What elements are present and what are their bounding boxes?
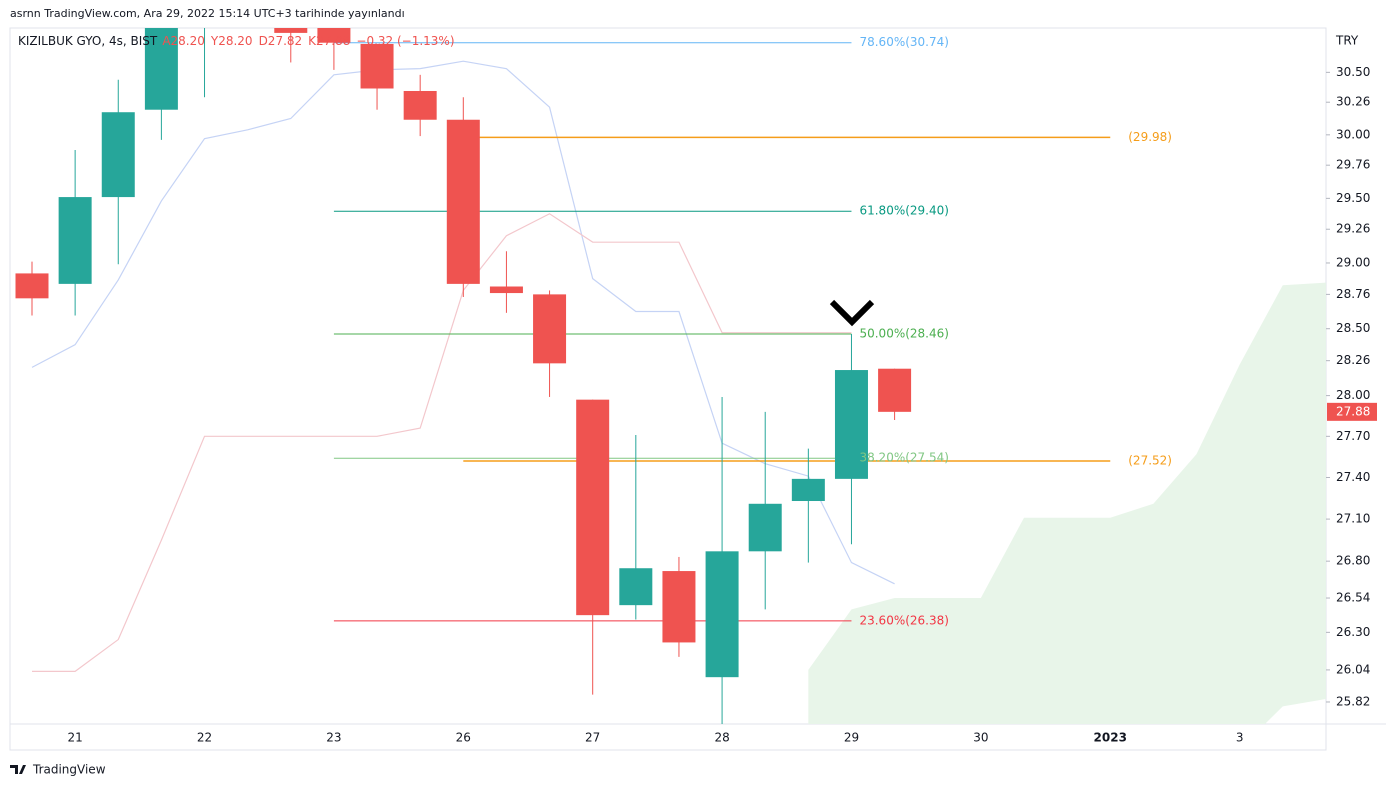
candle-body bbox=[705, 551, 739, 678]
indicator-line bbox=[32, 213, 852, 672]
legend-value: −0.32 (−1.13%) bbox=[356, 34, 454, 48]
plot-area bbox=[15, 28, 1326, 724]
y-tick-label: 26.80 bbox=[1336, 554, 1370, 568]
footer-text: TradingView bbox=[32, 763, 106, 777]
candle-body bbox=[274, 28, 308, 33]
y-tick-label: 25.82 bbox=[1336, 694, 1370, 708]
price-line-label: (29.98) bbox=[1128, 130, 1172, 144]
x-tick-label: 27 bbox=[585, 731, 600, 745]
y-tick-label: 29.76 bbox=[1336, 158, 1370, 172]
candle-body bbox=[533, 294, 567, 364]
y-tick-label: 26.04 bbox=[1336, 662, 1370, 676]
legend-value: Y28.20 bbox=[210, 34, 253, 48]
candle-body bbox=[446, 119, 480, 284]
candle-body bbox=[360, 43, 394, 89]
chevron-marker bbox=[829, 299, 875, 327]
y-tick-label: 30.26 bbox=[1336, 95, 1370, 109]
currency: TRY bbox=[1335, 34, 1359, 48]
overlay: KIZILBUK GYO, 4s, BIST A28.20 Y28.20 D27.82… bbox=[18, 34, 1172, 628]
candle-body bbox=[791, 478, 825, 502]
candle-body bbox=[576, 399, 610, 616]
x-tick-label: 3 bbox=[1236, 731, 1244, 745]
legend-value: A28.20 bbox=[162, 34, 205, 48]
y-tick-label: 27.40 bbox=[1336, 470, 1370, 484]
candle-body bbox=[144, 28, 178, 110]
legend-symbol: KIZILBUK GYO, 4s, BIST bbox=[18, 34, 158, 48]
x-tick-label: 2023 bbox=[1094, 731, 1127, 745]
y-tick-label: 28.76 bbox=[1336, 287, 1370, 301]
y-tick-label: 29.00 bbox=[1336, 255, 1370, 269]
y-tick-label: 27.10 bbox=[1336, 512, 1370, 526]
y-tick-label: 26.54 bbox=[1336, 591, 1370, 605]
last-price-label: 27.88 bbox=[1336, 404, 1370, 418]
publish-header: asrnn TradingView.com, Ara 29, 2022 15:1… bbox=[10, 7, 405, 20]
y-tick-label: 29.50 bbox=[1336, 191, 1370, 205]
y-tick-label: 28.50 bbox=[1336, 321, 1370, 335]
footer-logo: TradingView bbox=[10, 763, 106, 777]
fib-label: 38.20%(27.54) bbox=[859, 451, 948, 465]
candle-body bbox=[619, 568, 653, 606]
x-tick-label: 21 bbox=[67, 731, 82, 745]
y-tick-label: 26.30 bbox=[1336, 625, 1370, 639]
candle-body bbox=[878, 368, 912, 412]
x-tick-label: 29 bbox=[844, 731, 859, 745]
fib-label: 23.60%(26.38) bbox=[859, 613, 948, 627]
candle-body bbox=[489, 286, 523, 294]
candle-body bbox=[15, 273, 49, 299]
candle-body bbox=[662, 571, 696, 643]
legend-value: K27.88 bbox=[308, 34, 350, 48]
y-tick-label: 28.26 bbox=[1336, 353, 1370, 367]
indicator-line bbox=[31, 60, 895, 585]
price-line-label: (27.52) bbox=[1128, 453, 1172, 467]
y-tick-label: 30.00 bbox=[1336, 127, 1370, 141]
y-tick-label: 30.50 bbox=[1336, 65, 1370, 79]
candle-body bbox=[58, 197, 92, 284]
fib-label: 61.80%(29.40) bbox=[859, 204, 948, 218]
cloud bbox=[808, 282, 1326, 724]
y-tick-label: 28.00 bbox=[1336, 388, 1370, 402]
x-tick-label: 22 bbox=[197, 731, 212, 745]
y-tick-label: 27.70 bbox=[1336, 429, 1370, 443]
x-tick-label: 30 bbox=[973, 731, 988, 745]
x-tick-label: 23 bbox=[326, 731, 341, 745]
x-tick-label: 26 bbox=[456, 731, 471, 745]
fib-label: 50.00%(28.46) bbox=[859, 327, 948, 341]
y-tick-label: 29.26 bbox=[1336, 222, 1370, 236]
last-price-badge bbox=[1327, 402, 1377, 421]
legend: KIZILBUK GYO, 4s, BIST A28.20 Y28.20 D27.82… bbox=[18, 34, 455, 48]
x-tick-label: 28 bbox=[714, 731, 729, 745]
candle-body bbox=[834, 370, 868, 479]
candle-body bbox=[101, 112, 135, 198]
legend-value: D27.82 bbox=[259, 34, 303, 48]
fib-label: 78.60%(30.74) bbox=[859, 35, 948, 49]
candle-body bbox=[748, 503, 782, 552]
candle-body bbox=[403, 90, 437, 120]
logo-icon bbox=[10, 765, 26, 774]
candle-body bbox=[317, 28, 351, 43]
